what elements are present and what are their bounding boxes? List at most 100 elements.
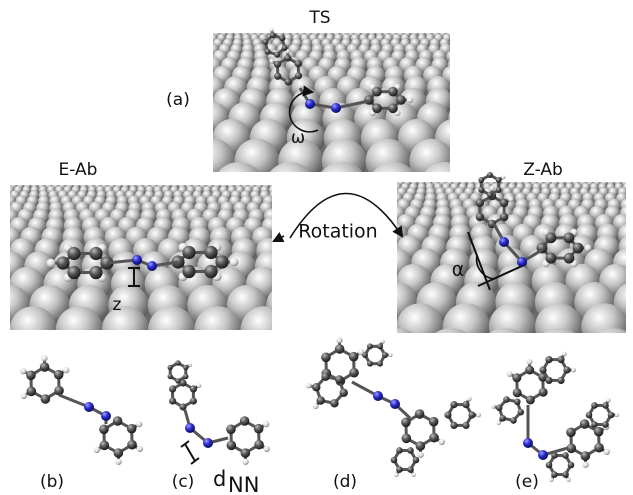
atom xyxy=(203,438,213,448)
atom xyxy=(525,366,534,375)
atom xyxy=(330,399,338,407)
atom xyxy=(499,237,509,247)
atom xyxy=(331,103,341,113)
surface-atom xyxy=(390,27,396,33)
atom xyxy=(274,52,280,58)
surface-atom xyxy=(187,179,193,185)
surface-atom xyxy=(274,196,285,207)
surface-atom xyxy=(282,27,288,33)
surface-atom xyxy=(276,27,282,33)
atom xyxy=(582,462,588,468)
atom xyxy=(407,447,414,454)
dnn-bracket xyxy=(181,441,199,464)
label-e: (e) xyxy=(515,472,539,492)
atom xyxy=(175,378,180,383)
atom xyxy=(175,360,180,365)
atom xyxy=(382,352,388,358)
label-a: (a) xyxy=(166,90,190,110)
atom xyxy=(539,366,546,373)
atom xyxy=(99,425,109,435)
surface-atom xyxy=(194,66,213,85)
surface-atom xyxy=(217,179,223,185)
surface-atom xyxy=(574,176,580,182)
atom xyxy=(549,478,553,482)
atom xyxy=(507,371,513,377)
label-b: (b) xyxy=(40,472,64,492)
surface-atom xyxy=(234,139,279,184)
surface-atom xyxy=(390,179,397,186)
surface-atom xyxy=(0,306,10,353)
surface-atom xyxy=(348,27,354,33)
atom xyxy=(517,409,524,416)
surface-atom xyxy=(31,179,37,185)
surface-atom xyxy=(203,38,213,48)
surface-atom xyxy=(448,57,465,74)
atom xyxy=(204,246,217,259)
atom xyxy=(27,387,37,397)
surface-atom xyxy=(280,267,314,301)
surface-atom xyxy=(581,303,628,350)
atom xyxy=(94,447,100,453)
surface-atom xyxy=(189,57,206,74)
atom xyxy=(84,402,94,412)
surface-atom xyxy=(163,179,169,185)
atom xyxy=(450,422,457,429)
atom xyxy=(264,446,270,452)
atom xyxy=(274,73,281,80)
label-omega: ω xyxy=(291,128,305,148)
surface-atom xyxy=(406,176,412,182)
surface-atom xyxy=(423,328,478,383)
atom xyxy=(26,371,36,381)
atom xyxy=(564,232,575,243)
surface-atom xyxy=(0,186,6,194)
atom xyxy=(500,213,508,221)
atom xyxy=(415,409,425,419)
label-z: z xyxy=(113,295,122,315)
surface-atom xyxy=(211,179,217,185)
surface-atom xyxy=(342,27,348,33)
atom xyxy=(462,422,469,429)
atom xyxy=(349,368,359,378)
surface-atom xyxy=(240,27,246,33)
atom xyxy=(557,377,564,384)
atom xyxy=(21,393,27,399)
atom xyxy=(362,352,368,358)
atom xyxy=(242,459,248,465)
atom xyxy=(508,196,514,202)
atom xyxy=(226,425,236,435)
surface-atom xyxy=(235,179,241,185)
surface-atom xyxy=(157,179,163,185)
surface-atom xyxy=(337,282,377,322)
atom xyxy=(388,104,398,114)
surface-atom xyxy=(234,27,240,33)
atom xyxy=(321,373,329,381)
atom xyxy=(168,365,173,370)
surface-atom xyxy=(508,176,514,182)
surface-atom xyxy=(586,176,592,182)
atom xyxy=(113,416,123,426)
atom xyxy=(182,246,195,259)
surface-atom xyxy=(56,306,103,353)
atom xyxy=(89,266,102,279)
atom xyxy=(137,446,143,452)
atom xyxy=(240,416,250,426)
atom xyxy=(388,87,398,97)
atom xyxy=(546,253,557,264)
atom xyxy=(389,353,393,357)
atom xyxy=(562,452,569,459)
surface-atom xyxy=(354,27,360,33)
surface-atom xyxy=(266,285,306,325)
atom xyxy=(503,396,510,403)
atom xyxy=(168,374,173,379)
surface-atom xyxy=(115,179,121,185)
surface-atom xyxy=(10,306,57,353)
surface-atom xyxy=(294,27,300,33)
surface-atom xyxy=(408,27,414,33)
surface-atom xyxy=(450,27,456,33)
atom xyxy=(381,340,385,344)
atom xyxy=(127,440,137,450)
atom xyxy=(372,87,382,97)
surface-atom xyxy=(489,303,536,350)
surface-atom xyxy=(369,328,424,383)
surface-atom xyxy=(322,139,367,184)
